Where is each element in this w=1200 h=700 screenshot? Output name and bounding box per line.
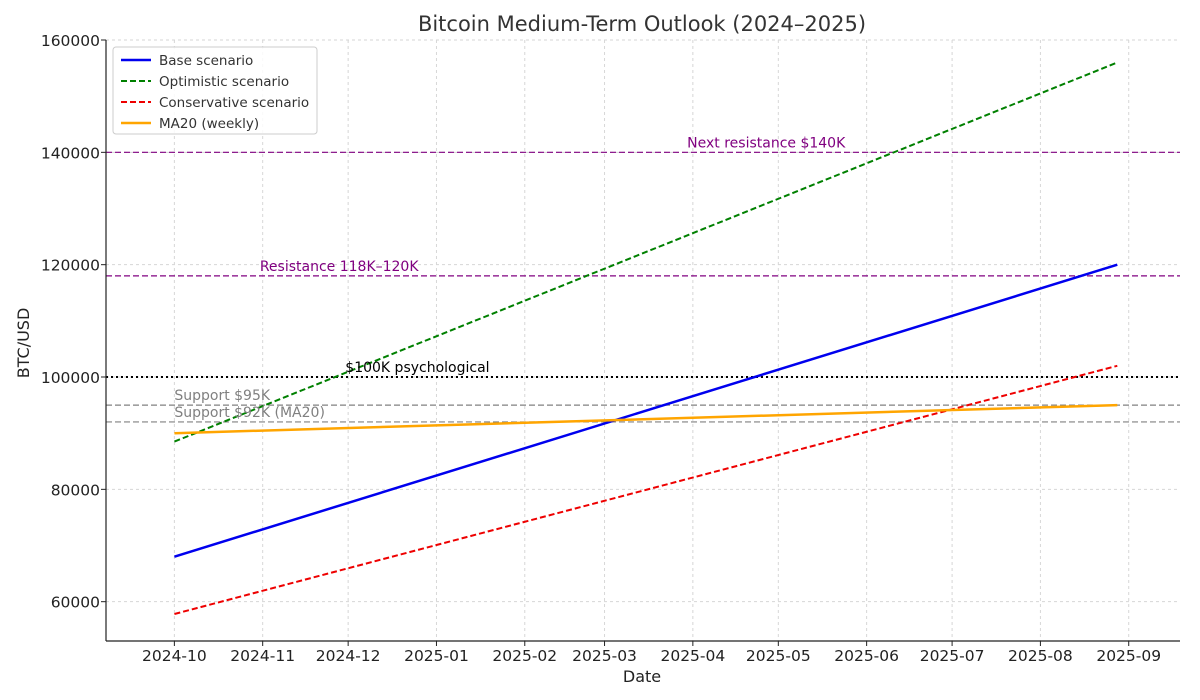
reference-label: Resistance 118K–120K <box>260 259 420 275</box>
reference-label: Next resistance $140K <box>687 135 846 151</box>
tick-labels: 2024-10 2024-11 2024-12 2025-01 2025-02 2025-… <box>41 32 1161 665</box>
y-axis-title: BTC/USD <box>14 308 33 379</box>
series-lines <box>174 61 1118 615</box>
chart-title: Bitcoin Medium-Term Outlook (2024–2025) <box>418 12 866 36</box>
axes <box>101 39 1180 646</box>
legend-box <box>112 46 318 135</box>
reference-label: $100K psychological <box>345 360 489 376</box>
x-tick-label: 2025-09 <box>1096 647 1161 665</box>
annotations: Next resistance $140K Resistance 118K–120… <box>174 135 846 421</box>
series-line <box>174 61 1118 443</box>
x-tick-label: 2024-12 <box>316 647 381 665</box>
y-tick-label: 100000 <box>41 369 100 387</box>
y-tick-label: 160000 <box>41 32 100 50</box>
legend-label: Conservative scenario <box>159 95 309 111</box>
reference-label: Support $95K <box>174 388 271 404</box>
y-tick-label: 60000 <box>51 594 100 612</box>
x-tick-label: 2025-03 <box>572 647 637 665</box>
x-tick-label: 2024-11 <box>230 647 295 665</box>
x-tick-label: 2025-08 <box>1008 647 1073 665</box>
x-tick-label: 2025-07 <box>920 647 985 665</box>
x-tick-label: 2025-05 <box>746 647 811 665</box>
x-tick-label: 2025-01 <box>404 647 469 665</box>
y-tick-label: 140000 <box>41 144 100 162</box>
y-tick-label: 80000 <box>51 481 100 499</box>
legend-label: Optimistic scenario <box>159 74 289 90</box>
reference-lines <box>106 151 1180 423</box>
y-tick-label: 120000 <box>41 257 100 275</box>
x-tick-label: 2025-04 <box>660 647 725 665</box>
series-line <box>174 403 1118 435</box>
legend: Base scenario Optimistic scenario Conserva… <box>112 46 318 135</box>
legend-label: MA20 (weekly) <box>159 116 259 132</box>
legend-label: Base scenario <box>159 53 253 69</box>
series-line <box>174 364 1118 615</box>
x-tick-label: 2025-06 <box>834 647 899 665</box>
x-tick-label: 2024-10 <box>142 647 207 665</box>
x-axis-title: Date <box>623 667 661 686</box>
x-tick-label: 2025-02 <box>492 647 557 665</box>
reference-label: Support $92K (MA20) <box>174 405 325 421</box>
series-line <box>174 263 1118 558</box>
